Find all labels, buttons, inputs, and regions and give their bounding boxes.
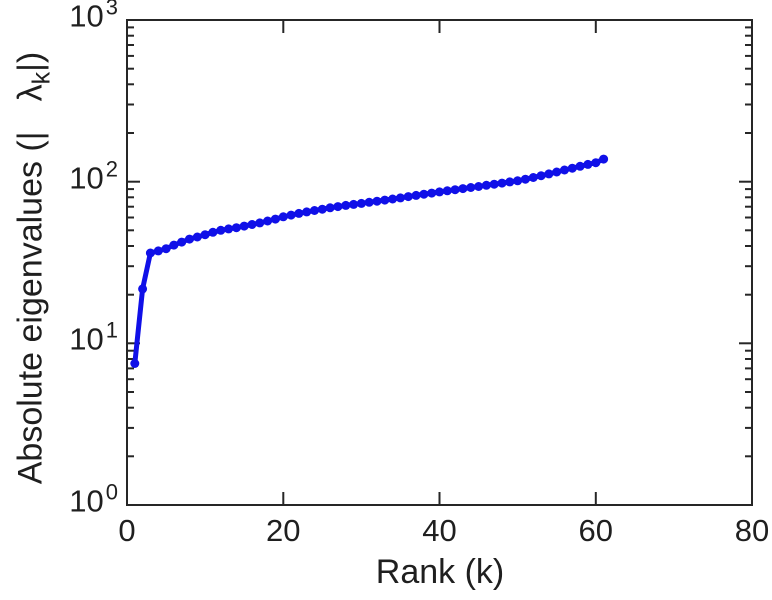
data-point xyxy=(302,207,312,217)
data-point xyxy=(427,188,437,198)
plot-box xyxy=(126,19,753,506)
data-point xyxy=(278,212,288,222)
data-point xyxy=(294,208,304,218)
y-tick-label: 103 xyxy=(69,0,118,34)
y-tick-label: 100 xyxy=(69,479,118,519)
x-tick-label: 60 xyxy=(578,513,613,548)
data-point xyxy=(130,359,140,368)
data-point xyxy=(145,248,155,258)
data-point xyxy=(536,171,546,181)
data-point xyxy=(333,202,343,212)
data-point xyxy=(138,284,148,294)
x-tick-label: 20 xyxy=(266,513,301,548)
data-point xyxy=(505,177,515,187)
x-tick-label: 0 xyxy=(118,513,136,548)
data-point xyxy=(528,173,538,182)
y-axis-label-suffix: |) xyxy=(11,51,50,72)
data-point xyxy=(192,232,202,242)
data-point xyxy=(442,186,452,196)
data-point xyxy=(270,214,280,224)
data-point xyxy=(231,223,241,233)
data-point xyxy=(380,195,390,205)
data-point xyxy=(411,190,421,200)
data-point xyxy=(310,206,319,215)
x-tick-label: 40 xyxy=(422,513,457,548)
data-point xyxy=(325,203,335,213)
data-point xyxy=(489,179,499,189)
data-point xyxy=(520,174,530,184)
data-point xyxy=(552,167,562,177)
data-point xyxy=(513,176,523,186)
x-axis-label: Rank (k) xyxy=(375,553,505,591)
data-point xyxy=(474,182,484,191)
data-point xyxy=(263,216,273,226)
data-point xyxy=(466,183,476,192)
data-point xyxy=(497,178,507,188)
eigenvalue-line xyxy=(132,156,607,366)
data-point xyxy=(419,189,429,199)
data-point xyxy=(395,193,405,203)
data-point xyxy=(560,165,569,175)
data-point xyxy=(349,199,359,209)
data-point xyxy=(403,192,413,202)
data-point xyxy=(372,196,382,206)
lambda-subscript: k xyxy=(27,71,56,85)
data-point xyxy=(216,225,226,235)
data-point xyxy=(450,185,460,195)
data-point xyxy=(239,221,249,231)
data-point xyxy=(255,218,265,228)
data-point xyxy=(317,204,327,214)
data-point xyxy=(177,237,187,247)
data-points xyxy=(130,154,609,368)
y-tick-label: 102 xyxy=(69,155,118,195)
axis-ticks xyxy=(126,19,753,506)
data-point xyxy=(599,154,609,164)
x-tick-label: 80 xyxy=(734,513,770,548)
data-point xyxy=(591,158,601,168)
data-point xyxy=(153,246,163,256)
y-axis-label-text: Absolute eigenvalues (| xyxy=(11,131,50,485)
data-point xyxy=(356,198,366,208)
data-point xyxy=(286,210,296,220)
y-axis-label: Absolute eigenvalues (| λk|) xyxy=(11,51,56,485)
data-point xyxy=(575,161,585,171)
data-point xyxy=(388,194,398,204)
data-point xyxy=(224,224,234,234)
data-point xyxy=(435,187,444,197)
data-point xyxy=(161,244,171,254)
data-point xyxy=(364,197,374,207)
data-point xyxy=(247,220,257,229)
data-point xyxy=(481,180,491,190)
data-point xyxy=(341,200,351,210)
data-point xyxy=(200,230,210,240)
data-point xyxy=(583,159,593,169)
data-point xyxy=(185,234,194,244)
y-tick-label: 101 xyxy=(69,317,118,357)
data-point xyxy=(544,169,554,179)
data-point xyxy=(169,240,179,250)
data-point xyxy=(208,227,218,237)
lambda-symbol: λ xyxy=(11,84,50,102)
data-point xyxy=(567,163,577,173)
data-point xyxy=(458,184,468,194)
